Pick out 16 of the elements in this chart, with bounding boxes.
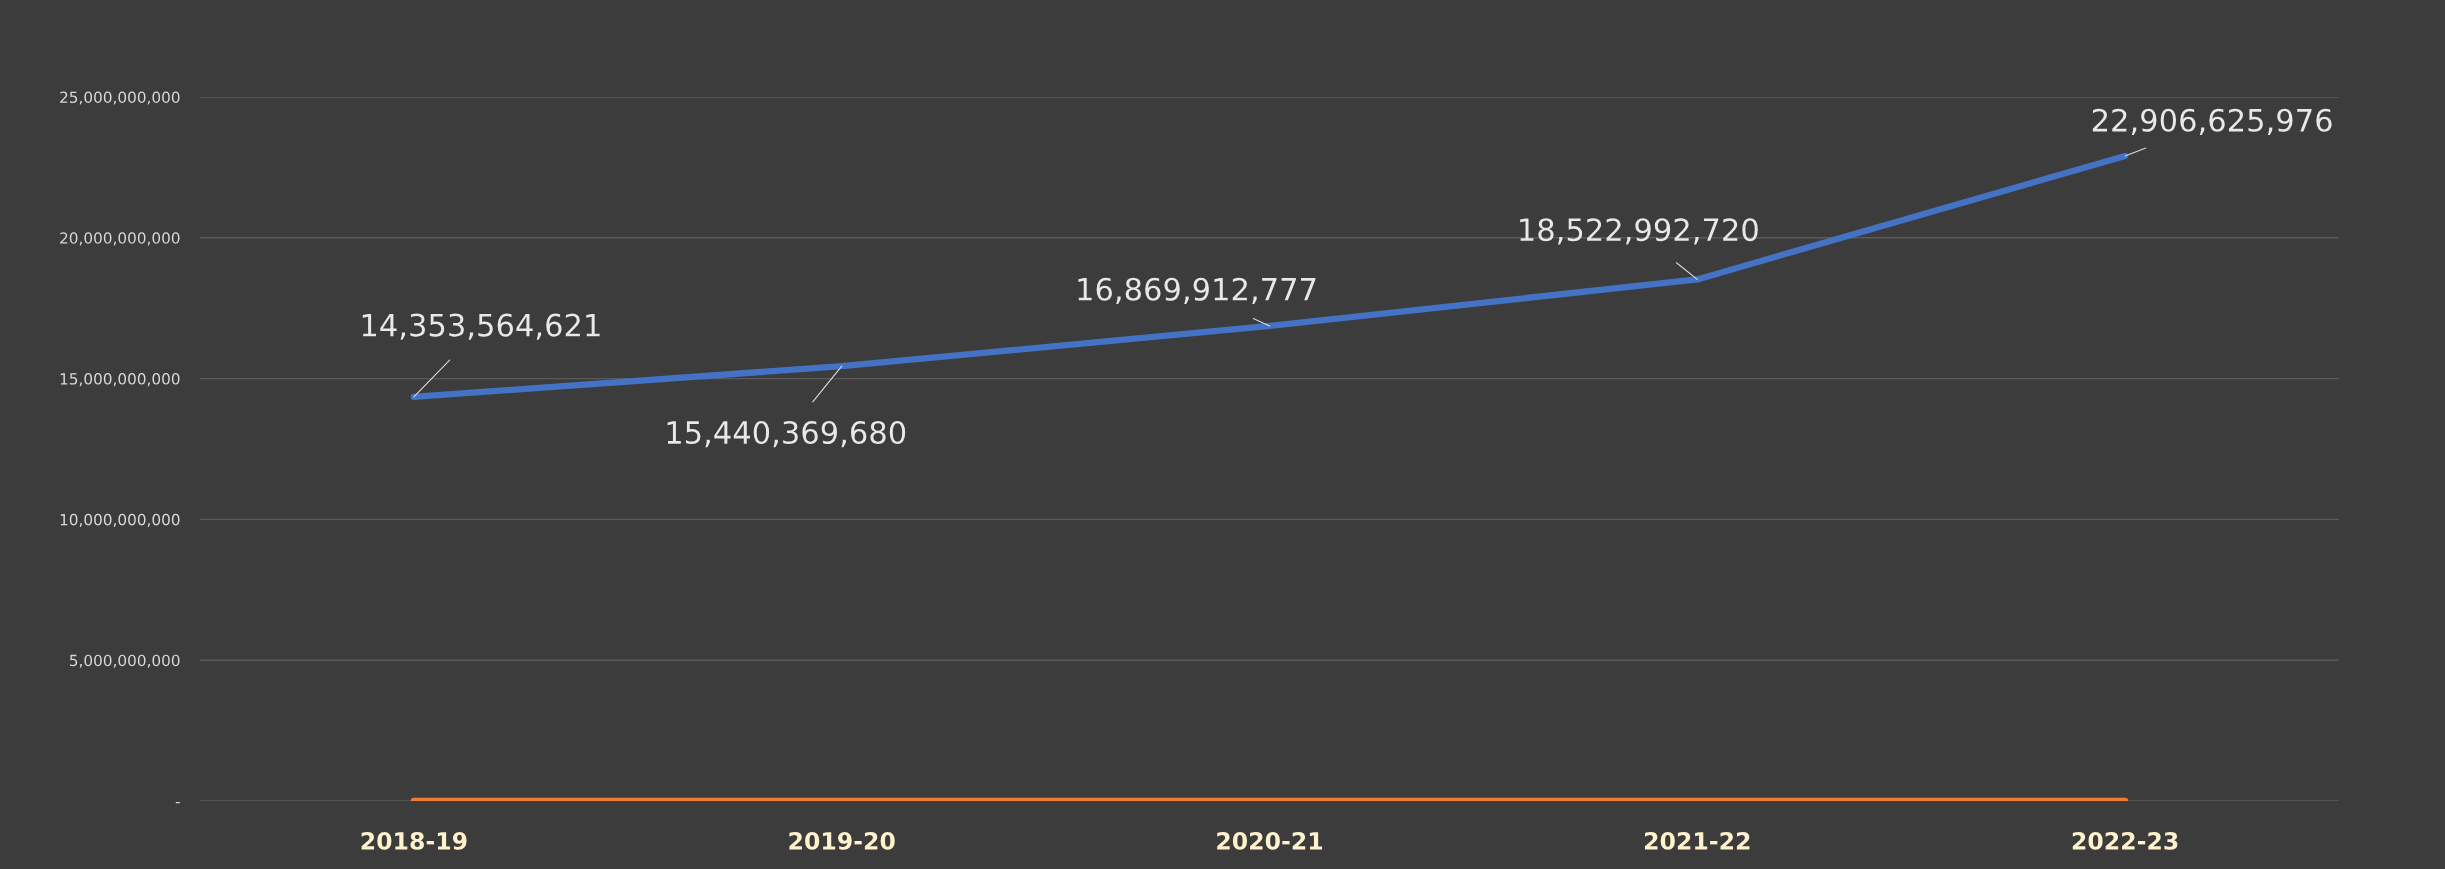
data-label: 14,353,564,621 bbox=[362, 313, 600, 340]
y-tick-label: - bbox=[175, 802, 180, 804]
x-tick-label: 2018-19 bbox=[361, 831, 467, 850]
data-label: 16,869,912,777 bbox=[1078, 277, 1316, 304]
data-label: 15,440,369,680 bbox=[667, 420, 906, 448]
y-tick-label: 5,000,000,000 bbox=[69, 654, 180, 668]
data-label: 18,522,992,720 bbox=[1520, 218, 1758, 245]
x-tick-label: 2020-21 bbox=[1217, 831, 1323, 850]
x-tick-label: 2021-22 bbox=[1644, 831, 1750, 850]
y-tick-label: 25,000,000,000 bbox=[60, 91, 180, 105]
data-label: 22,906,625,976 bbox=[2092, 108, 2332, 135]
y-tick-label: 20,000,000,000 bbox=[60, 232, 180, 246]
y-tick-label: 10,000,000,000 bbox=[60, 513, 180, 527]
x-tick-label: 2022-23 bbox=[2072, 831, 2178, 850]
y-tick-label: 15,000,000,000 bbox=[60, 373, 180, 387]
x-tick-label: 2019-20 bbox=[789, 831, 895, 850]
